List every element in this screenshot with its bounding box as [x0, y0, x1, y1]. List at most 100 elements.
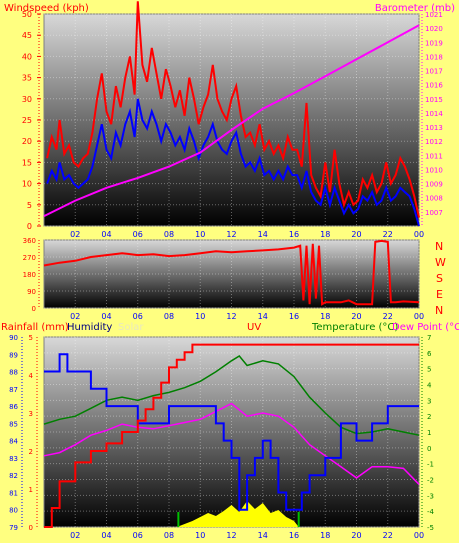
y-tick-label-rain: 3 — [29, 410, 33, 418]
x-tick-label: 10 — [195, 230, 205, 239]
y-tick-label-temperature: -2 — [427, 477, 434, 485]
y-tick-label-baro: 1012 — [425, 138, 443, 146]
x-tick-label: 16 — [289, 312, 299, 321]
y-tick-label-humidity: 85 — [9, 420, 18, 428]
y-tick-label-wind: 20 — [22, 137, 32, 146]
solar-label: Solar — [118, 322, 144, 333]
y-tick-label-humidity: 89 — [9, 351, 18, 359]
x-tick-label: 04 — [101, 230, 111, 239]
y-tick-label-temperature: 0 — [427, 445, 431, 453]
y-tick-label-humidity: 84 — [9, 438, 18, 446]
compass-w: W — [435, 256, 446, 269]
humidity-label: Humidity — [67, 322, 112, 333]
x-tick-label: 06 — [133, 531, 143, 540]
y-tick-label-baro: 1011 — [425, 152, 443, 160]
x-tick-label: 20 — [351, 230, 361, 239]
compass-e: E — [436, 288, 443, 301]
y-tick-label-baro: 1008 — [425, 195, 443, 203]
y-tick-label-wind: 50 — [22, 10, 32, 19]
x-tick-label: 08 — [164, 312, 174, 321]
y-tick-label-humidity: 80 — [9, 507, 18, 515]
compass-n-top: N — [435, 240, 443, 253]
y-tick-label-dir: 360 — [23, 237, 36, 245]
y-tick-label-baro: 1017 — [425, 68, 443, 76]
wind-avg-line — [46, 98, 420, 227]
y-tick-label-rain: 1 — [29, 486, 33, 494]
x-tick-label: 08 — [164, 531, 174, 540]
dewpoint-line — [43, 402, 420, 485]
x-tick-label: 00 — [414, 531, 424, 540]
x-tick-label: 02 — [70, 531, 80, 540]
y-tick-label-humidity: 81 — [9, 489, 18, 497]
y-tick-label-dir: 270 — [23, 254, 36, 262]
solar-area — [176, 501, 299, 527]
wind-gust-line — [46, 1, 420, 218]
x-tick-label: 02 — [70, 312, 80, 321]
x-tick-label: 10 — [195, 531, 205, 540]
y-tick-label-temperature: 7 — [427, 334, 431, 342]
y-tick-label-dir: 90 — [27, 288, 36, 296]
x-tick-label: 10 — [195, 312, 205, 321]
x-tick-label: 12 — [226, 531, 236, 540]
y-tick-label-baro: 1015 — [425, 96, 443, 104]
y-tick-label-temperature: -4 — [427, 508, 435, 516]
x-tick-label: 00 — [414, 312, 424, 321]
humidity-line — [44, 353, 419, 511]
y-tick-label-temperature: -1 — [427, 461, 434, 469]
y-tick-label-baro: 1020 — [425, 25, 443, 33]
x-tick-label: 14 — [258, 312, 268, 321]
wind-chart: 02 04 06 08 10 12 14 16 18 20 22 000510152025303540… — [22, 1, 443, 239]
y-tick-label-humidity: 82 — [9, 472, 18, 480]
y-tick-label-wind: 35 — [22, 74, 32, 83]
y-tick-label-humidity: 90 — [9, 334, 18, 342]
y-tick-label-temperature: 4 — [427, 382, 432, 390]
y-tick-label-baro: 1009 — [425, 181, 443, 189]
x-tick-label: 20 — [351, 531, 361, 540]
x-tick-label: 02 — [70, 230, 80, 239]
dewpoint-label: Dew Point (°C) — [392, 322, 459, 333]
compass-s: S — [436, 272, 443, 285]
y-tick-label-temperature: 5 — [427, 366, 431, 374]
x-tick-label: 14 — [258, 531, 268, 540]
y-tick-label-wind: 10 — [22, 180, 32, 189]
y-tick-label-baro: 1016 — [425, 82, 443, 90]
x-tick-label: 04 — [101, 312, 111, 321]
temp-rain-chart: 02 04 06 08 10 12 14 16 18 20 22 000123457980818283… — [9, 334, 434, 540]
temperature-label: Temperature (°C) — [311, 322, 398, 333]
y-tick-label-temperature: 2 — [427, 413, 431, 421]
y-tick-label-temperature: 3 — [427, 397, 431, 405]
y-tick-label-rain: 5 — [29, 334, 33, 342]
y-tick-label-baro: 1021 — [425, 11, 443, 19]
y-tick-label-temperature: -5 — [427, 524, 434, 532]
y-tick-label-humidity: 86 — [9, 403, 18, 411]
y-tick-label-temperature: 6 — [427, 350, 432, 358]
x-tick-label: 22 — [383, 230, 393, 239]
x-tick-label: 18 — [320, 312, 330, 321]
y-tick-label-rain: 4 — [29, 372, 34, 380]
barometer-line — [43, 24, 420, 217]
x-tick-label: 16 — [289, 531, 299, 540]
x-tick-label: 22 — [383, 312, 393, 321]
y-tick-label-wind: 45 — [22, 31, 32, 40]
x-tick-label: 06 — [133, 312, 143, 321]
compass-n-bottom: N — [435, 304, 443, 317]
x-tick-label: 12 — [226, 230, 236, 239]
temperature-line — [43, 355, 420, 436]
x-tick-label: 04 — [101, 531, 111, 540]
y-tick-label-humidity: 88 — [9, 369, 18, 377]
x-tick-label: 18 — [320, 230, 330, 239]
y-tick-label-wind: 40 — [22, 52, 32, 61]
y-tick-label-temperature: 1 — [427, 429, 431, 437]
y-tick-label-baro: 1007 — [425, 209, 443, 217]
x-tick-label: 06 — [133, 230, 143, 239]
y-tick-label-wind: 15 — [22, 158, 32, 167]
y-tick-label-wind: 0 — [27, 222, 32, 231]
y-tick-label-wind: 5 — [27, 201, 32, 210]
y-tick-label-dir: 0 — [32, 305, 36, 313]
rainfall-label: Rainfall (mm) — [1, 322, 69, 333]
x-tick-label: 08 — [164, 230, 174, 239]
barometer-label: Barometer (mb) — [375, 3, 455, 14]
